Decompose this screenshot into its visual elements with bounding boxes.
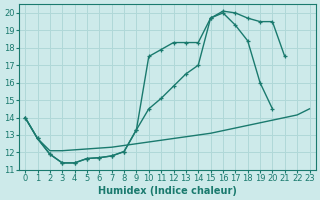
X-axis label: Humidex (Indice chaleur): Humidex (Indice chaleur) [98, 186, 237, 196]
